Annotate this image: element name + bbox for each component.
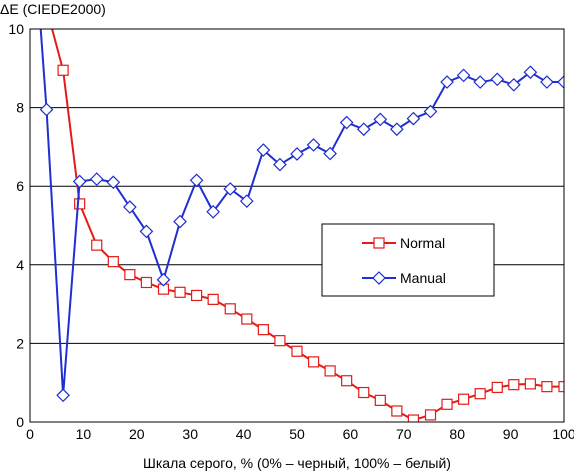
data-point-normal — [291, 345, 303, 357]
y-tick-label: 2 — [16, 335, 24, 351]
x-tick-label: 0 — [26, 426, 34, 442]
legend-box — [321, 223, 495, 297]
data-point-manual — [440, 75, 454, 89]
legend-label-normal: Normal — [400, 235, 445, 251]
data-point-normal — [224, 303, 236, 315]
data-point-manual — [339, 115, 354, 130]
data-point-normal — [191, 289, 203, 302]
y-tick-label: 4 — [16, 257, 24, 273]
data-point-manual — [106, 175, 121, 190]
data-point-normal — [374, 394, 386, 406]
x-tick-label: 80 — [449, 426, 465, 442]
series-layer — [39, 29, 564, 422]
data-point-normal — [358, 386, 370, 399]
data-point-manual — [139, 224, 154, 239]
data-point-manual — [373, 112, 388, 127]
y-tick-label: 0 — [16, 414, 24, 430]
x-axis-ticks: 0 10 20 30 40 50 60 70 80 90 100 — [26, 426, 574, 442]
series-manual — [39, 29, 564, 403]
data-point-normal — [524, 378, 536, 390]
data-point-manual — [323, 146, 337, 161]
plot-frame — [29, 28, 565, 423]
data-point-manual — [189, 173, 204, 188]
data-point-manual — [490, 72, 505, 87]
data-point-manual — [173, 214, 187, 229]
data-point-manual — [406, 111, 421, 126]
data-point-manual — [540, 75, 554, 89]
data-point-manual — [72, 174, 87, 189]
data-point-manual — [306, 138, 321, 152]
data-point-normal — [74, 198, 86, 210]
data-point-normal — [458, 393, 470, 405]
data-point-normal — [424, 409, 437, 421]
data-point-normal — [558, 381, 564, 393]
data-point-normal — [174, 286, 186, 298]
data-point-normal — [207, 293, 219, 305]
data-point-manual — [223, 182, 238, 196]
x-tick-label: 40 — [236, 426, 252, 442]
data-point-normal — [441, 398, 453, 410]
data-point-normal — [257, 324, 269, 336]
y-tick-label: 8 — [16, 100, 24, 116]
data-point-manual — [239, 194, 254, 208]
series-normal — [51, 29, 564, 422]
x-tick-label: 50 — [289, 426, 305, 442]
x-tick-label: 60 — [343, 426, 359, 442]
data-point-normal — [91, 239, 103, 251]
x-tick-label: 100 — [552, 426, 574, 442]
data-point-manual — [273, 157, 287, 172]
legend-marker-normal — [373, 237, 385, 249]
x-axis-title: Шкала серого, % (0% – черный, 100% – бел… — [143, 455, 451, 471]
data-point-normal — [324, 365, 336, 377]
y-axis-ticks: 0 2 4 6 8 10 — [8, 21, 24, 430]
data-point-manual — [390, 122, 404, 137]
data-point-normal — [107, 256, 119, 268]
data-point-manual — [39, 102, 54, 117]
data-point-manual — [290, 147, 304, 161]
data-point-manual — [473, 75, 488, 89]
data-point-normal — [474, 388, 486, 400]
data-point-normal — [491, 381, 503, 394]
data-point-manual — [456, 68, 471, 83]
data-point-manual — [156, 272, 171, 287]
legend: Normal Manual — [321, 223, 495, 297]
data-point-manual — [356, 122, 371, 137]
data-point-normal — [508, 379, 520, 391]
data-point-manual — [423, 104, 438, 119]
data-point-normal — [274, 335, 286, 347]
series-line-normal — [51, 29, 564, 422]
data-point-normal — [541, 381, 553, 393]
data-point-normal — [407, 414, 420, 422]
data-point-manual — [506, 77, 521, 92]
data-point-manual — [256, 143, 271, 157]
legend-item-manual: Manual — [362, 270, 446, 286]
data-point-manual — [523, 65, 538, 80]
x-tick-label: 30 — [182, 426, 198, 442]
data-point-normal — [391, 405, 403, 417]
data-point-manual — [56, 388, 70, 403]
data-point-normal — [124, 269, 136, 281]
series-line-manual — [39, 29, 564, 397]
data-point-normal — [57, 64, 69, 76]
data-point-manual — [89, 172, 104, 186]
legend-label-manual: Manual — [400, 270, 446, 286]
data-point-normal — [307, 356, 320, 368]
y-tick-label: 10 — [8, 21, 24, 37]
data-point-normal — [341, 375, 353, 387]
data-point-manual — [123, 200, 137, 214]
legend-item-normal: Normal — [362, 235, 445, 251]
data-point-normal — [241, 313, 253, 325]
legend-marker-manual — [372, 271, 386, 285]
data-point-manual — [206, 204, 221, 219]
x-tick-label: 10 — [76, 426, 92, 442]
x-tick-label: 20 — [129, 426, 145, 442]
y-axis-title: ΔE (CIEDE2000) — [0, 1, 106, 17]
data-point-normal — [140, 276, 153, 289]
x-tick-label: 70 — [396, 426, 412, 442]
x-tick-label: 90 — [503, 426, 519, 442]
data-point-manual — [557, 75, 564, 89]
y-tick-label: 6 — [16, 178, 24, 194]
